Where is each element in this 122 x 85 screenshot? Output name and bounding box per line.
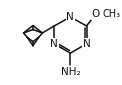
Text: O: O [92, 9, 100, 19]
Text: CH₃: CH₃ [102, 9, 120, 19]
Text: N: N [83, 39, 90, 49]
Text: N: N [66, 12, 74, 22]
Text: N: N [50, 39, 58, 49]
Text: NH₂: NH₂ [61, 67, 80, 77]
